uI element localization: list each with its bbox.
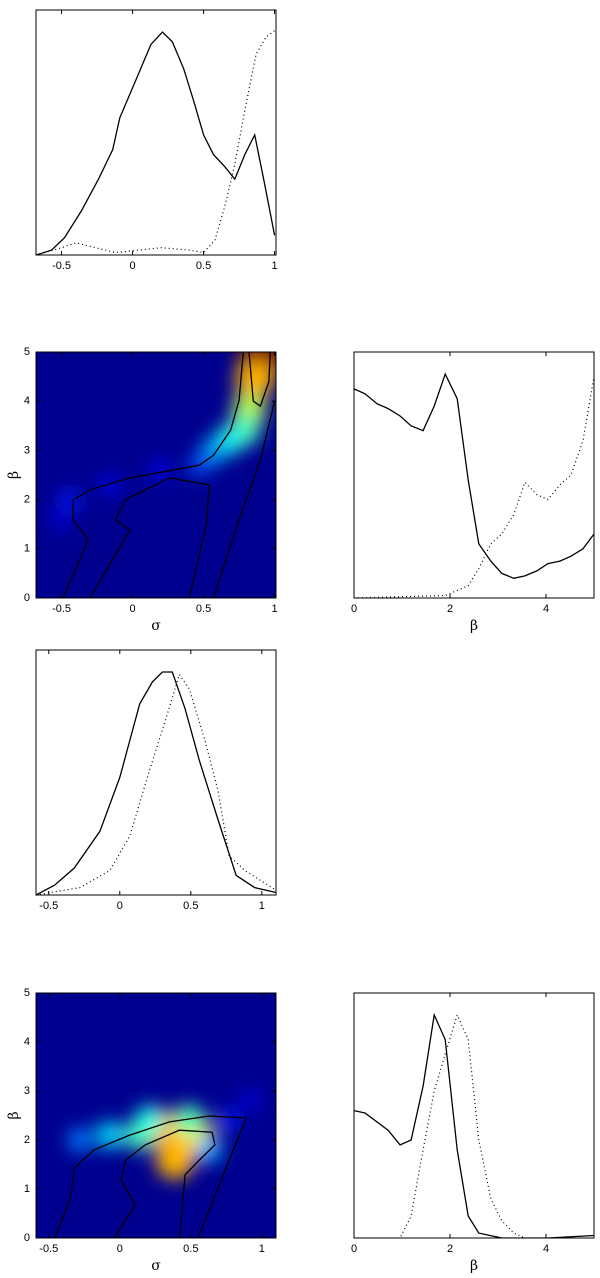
x-tick-label: 1 — [272, 603, 278, 615]
density-cell — [218, 1109, 240, 1131]
axes-frame — [353, 351, 595, 599]
data-line — [36, 29, 276, 255]
data-line — [36, 673, 276, 895]
y-tick-label: 3 — [24, 444, 30, 456]
x-tick-label: 2 — [447, 603, 453, 615]
x-tick-label: 0.5 — [196, 603, 211, 615]
y-tick-label: 2 — [24, 494, 30, 506]
axes-frame — [35, 9, 277, 256]
y-tick-label: 4 — [24, 1036, 30, 1048]
panel: 0 2 4 β — [351, 351, 595, 634]
contour-line — [53, 1115, 247, 1238]
x-tick-label: 1 — [272, 260, 278, 272]
x-tick-label: 0 — [351, 1243, 357, 1255]
heatmap — [50, 352, 276, 530]
density-cell — [174, 1104, 205, 1136]
density-cell — [155, 1140, 195, 1180]
heatmap — [68, 1090, 261, 1180]
contour-line — [197, 1117, 247, 1238]
plot-area — [36, 352, 276, 598]
x-axis-label: σ — [151, 618, 161, 634]
y-tick-label: 0 — [24, 592, 30, 604]
panel: -0.5 0 0.5 1 — [35, 649, 277, 912]
axes-frame — [353, 992, 595, 1239]
data-line — [36, 671, 276, 895]
axes-frame — [35, 992, 277, 1239]
density-cell — [68, 1128, 93, 1152]
x-axis-label: β — [470, 1258, 478, 1274]
x-axis-label: σ — [151, 1258, 161, 1274]
panel: -0.5 0 0.5 1 0 1 2 3 4 5 σ β — [6, 987, 277, 1274]
density-cell — [99, 474, 120, 495]
contour-line — [113, 1129, 216, 1238]
contour-line — [248, 352, 271, 408]
contour-line — [212, 401, 276, 598]
y-tick-label: 0 — [24, 1232, 30, 1244]
contour-line — [62, 352, 244, 598]
plot-area — [354, 1012, 594, 1238]
density-cell — [50, 510, 70, 530]
axes-frame — [35, 649, 277, 896]
x-tick-label: 4 — [543, 603, 549, 615]
data-line — [354, 1012, 594, 1238]
density-cell — [240, 1090, 261, 1110]
panel: -0.5 0 0.5 1 — [35, 9, 278, 272]
panel: 0 2 4 β — [351, 992, 595, 1274]
x-tick-label: 0.5 — [183, 900, 198, 912]
y-tick-label: 5 — [24, 987, 30, 999]
x-tick-label: 0 — [130, 260, 136, 272]
contour-line — [89, 477, 210, 598]
y-axis-label: β — [6, 471, 22, 479]
x-tick-label: -0.5 — [39, 900, 58, 912]
y-tick-label: 2 — [24, 1134, 30, 1146]
panel: -0.5 0 0.5 1 0 1 2 3 4 5 σ β — [6, 346, 278, 634]
density-cell — [59, 489, 81, 511]
density-cell — [135, 1105, 165, 1135]
y-tick-label: 1 — [24, 1183, 30, 1195]
data-line — [354, 376, 594, 598]
x-tick-label: 1 — [259, 900, 265, 912]
x-axis-label: β — [470, 618, 478, 634]
y-tick-label: 1 — [24, 543, 30, 555]
x-tick-label: 4 — [543, 1243, 549, 1255]
axes-frame — [35, 351, 277, 599]
y-tick-label: 4 — [24, 395, 30, 407]
x-tick-label: 0 — [117, 1243, 123, 1255]
data-line — [354, 372, 594, 579]
y-axis-label: β — [6, 1111, 22, 1119]
data-line — [36, 31, 276, 255]
x-tick-label: 1 — [259, 1243, 265, 1255]
x-tick-label: 0 — [351, 603, 357, 615]
x-tick-label: -0.5 — [52, 260, 71, 272]
x-tick-label: -0.5 — [39, 1243, 58, 1255]
y-tick-label: 5 — [24, 346, 30, 358]
plot-area — [354, 372, 594, 598]
x-tick-label: 0.5 — [196, 260, 211, 272]
density-cell — [149, 460, 170, 480]
plot-area — [36, 993, 276, 1238]
x-tick-label: 0 — [117, 900, 123, 912]
x-tick-label: -0.5 — [52, 603, 71, 615]
density-cell — [96, 1121, 124, 1149]
x-tick-label: 0 — [130, 603, 136, 615]
x-tick-label: 2 — [447, 1243, 453, 1255]
plot-area — [36, 671, 276, 895]
y-tick-label: 3 — [24, 1085, 30, 1097]
density-cell — [235, 360, 274, 400]
x-tick-label: 0.5 — [183, 1243, 198, 1255]
plot-area — [36, 29, 276, 255]
data-line — [354, 1013, 526, 1238]
